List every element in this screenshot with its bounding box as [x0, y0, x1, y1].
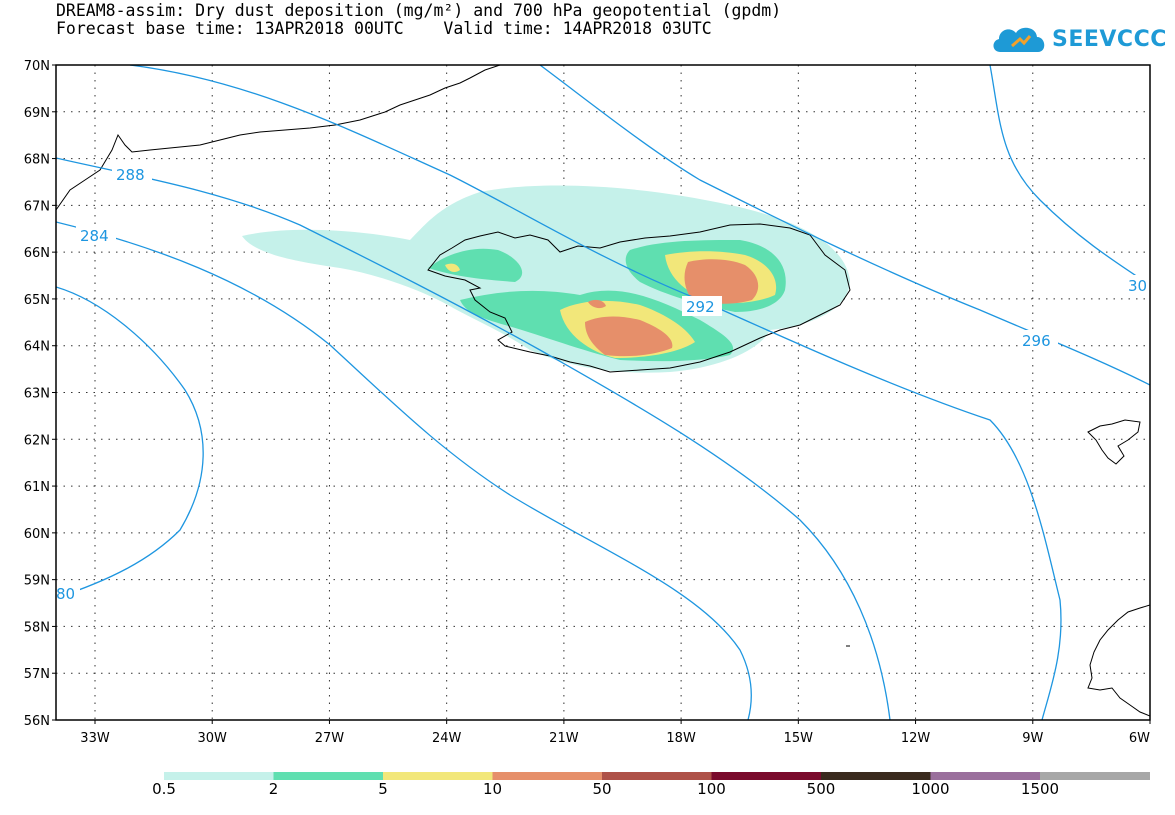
legend-label: 1500: [1020, 780, 1060, 798]
contour-296: [539, 65, 1150, 386]
logo-text: SEEVCCC: [1052, 27, 1167, 52]
lat-label: 63N: [24, 387, 50, 402]
legend-swatch: [164, 772, 274, 780]
lon-label: 21W: [549, 731, 579, 746]
faroe-islands-coast: [1087, 419, 1141, 465]
legend-label: 5: [378, 780, 388, 798]
legend-swatch: [602, 772, 712, 780]
legend-swatch: [930, 772, 1041, 780]
contour-label-280: 80: [56, 585, 75, 603]
legend-label: 100: [697, 780, 726, 798]
contour-label-group: 288 284 292 296 30 80: [56, 164, 1150, 603]
lon-label: 12W: [901, 731, 931, 746]
lat-label: 68N: [24, 153, 50, 168]
dust-band-10: [585, 259, 759, 357]
seevccc-logo: SEEVCCC: [990, 22, 1166, 58]
contour-300: [989, 65, 1150, 286]
dust-deposition-field: [242, 185, 850, 373]
latitude-labels: 70N 69N 68N 67N 66N 65N 64N 63N 62N 61N 60N 59N 58N 5…: [24, 59, 56, 729]
lat-label: 62N: [24, 433, 50, 448]
legend-label: 2: [268, 780, 279, 798]
contour-label-300: 30: [1128, 277, 1147, 295]
legend-label: 10: [482, 780, 503, 798]
contour-280: [56, 286, 204, 599]
lat-label: 60N: [24, 527, 50, 542]
geopotential-contours: [56, 65, 1150, 720]
coastlines: [56, 65, 1150, 717]
lat-label: 66N: [24, 246, 50, 261]
legend-label: 1000: [911, 780, 950, 798]
legend-swatch: [273, 772, 384, 780]
lat-label: 70N: [24, 59, 50, 74]
lat-label: 58N: [24, 620, 50, 635]
greenland-coast: [56, 65, 501, 211]
contour-label-292: 292: [686, 298, 715, 316]
lat-label: 69N: [24, 106, 50, 121]
lon-label: 27W: [315, 731, 345, 746]
lat-label: 61N: [24, 480, 50, 495]
lat-label: 59N: [24, 574, 50, 589]
contour-292: [129, 65, 1062, 720]
map-frame: [55, 64, 1151, 721]
chart-title-line2: Forecast base time: 13APR2018 00UTC Vali…: [56, 19, 712, 38]
contour-label-288: 288: [116, 166, 145, 184]
lon-label: 6W: [1129, 731, 1150, 746]
legend-colorbar: [164, 772, 1150, 780]
chart-title-line1: DREAM8-assim: Dry dust deposition (mg/m²…: [56, 1, 782, 20]
iceland-coast: [427, 223, 851, 373]
lon-label: 30W: [198, 731, 228, 746]
lon-label: 18W: [666, 731, 696, 746]
grid-lines: [56, 65, 1150, 720]
lon-label: 24W: [432, 731, 462, 746]
legend-label: 0.5: [152, 780, 176, 798]
scotland-coast: [1087, 604, 1150, 717]
longitude-labels: 33W 30W 27W 24W 21W 18W 15W 12W 9W 6W: [80, 720, 1151, 746]
cloud-icon: [993, 27, 1045, 52]
lat-label: 65N: [24, 293, 50, 308]
legend-swatch: [821, 772, 931, 780]
lon-label: 9W: [1022, 731, 1043, 746]
legend-swatch: [383, 772, 493, 780]
legend-swatch: [711, 772, 822, 780]
legend-swatch: [1040, 772, 1150, 780]
contour-288: [56, 157, 891, 720]
lat-label: 57N: [24, 667, 50, 682]
lon-label: 15W: [784, 731, 814, 746]
lat-label: 56N: [24, 714, 50, 729]
lat-label: 67N: [24, 199, 50, 214]
legend-label: 500: [806, 780, 836, 798]
lat-label: 64N: [24, 340, 50, 355]
legend-label: 50: [592, 780, 612, 798]
lon-label: 33W: [80, 731, 110, 746]
contour-284: [56, 221, 752, 720]
legend-swatch: [492, 772, 603, 780]
contour-label-296: 296: [1022, 332, 1051, 350]
contour-label-284: 284: [80, 227, 109, 245]
